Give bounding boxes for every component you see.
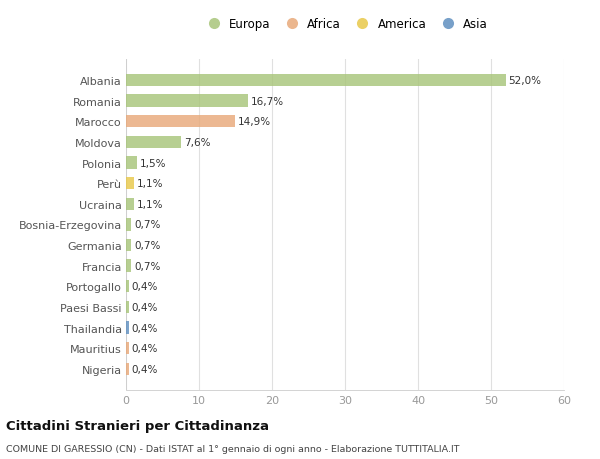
Bar (126, 342, 129, 354)
Bar (126, 136, 181, 149)
Text: 7,6%: 7,6% (184, 138, 211, 148)
Text: 1,1%: 1,1% (137, 179, 163, 189)
Bar (126, 75, 506, 87)
Bar (126, 116, 235, 128)
Text: 0,7%: 0,7% (134, 220, 160, 230)
Bar (126, 157, 137, 169)
Bar (126, 322, 129, 334)
Bar (126, 363, 129, 375)
Bar (126, 260, 131, 272)
Text: 0,4%: 0,4% (132, 364, 158, 374)
Bar (126, 198, 134, 211)
Text: Cittadini Stranieri per Cittadinanza: Cittadini Stranieri per Cittadinanza (6, 419, 269, 432)
Text: 0,4%: 0,4% (132, 282, 158, 291)
Text: 0,7%: 0,7% (134, 261, 160, 271)
Bar (126, 95, 248, 107)
Text: 1,1%: 1,1% (137, 199, 163, 209)
Text: 1,5%: 1,5% (140, 158, 166, 168)
Text: COMUNE DI GARESSIO (CN) - Dati ISTAT al 1° gennaio di ogni anno - Elaborazione T: COMUNE DI GARESSIO (CN) - Dati ISTAT al … (6, 444, 460, 453)
Text: 0,4%: 0,4% (132, 323, 158, 333)
Text: 14,9%: 14,9% (238, 117, 271, 127)
Bar (126, 219, 131, 231)
Text: 52,0%: 52,0% (509, 76, 542, 86)
Text: 0,7%: 0,7% (134, 241, 160, 251)
Legend: Europa, Africa, America, Asia: Europa, Africa, America, Asia (200, 16, 490, 34)
Bar (126, 301, 129, 313)
Text: 0,4%: 0,4% (132, 343, 158, 353)
Bar (126, 178, 134, 190)
Bar (126, 239, 131, 252)
Bar (126, 280, 129, 293)
Text: 0,4%: 0,4% (132, 302, 158, 312)
Text: 16,7%: 16,7% (251, 96, 284, 106)
